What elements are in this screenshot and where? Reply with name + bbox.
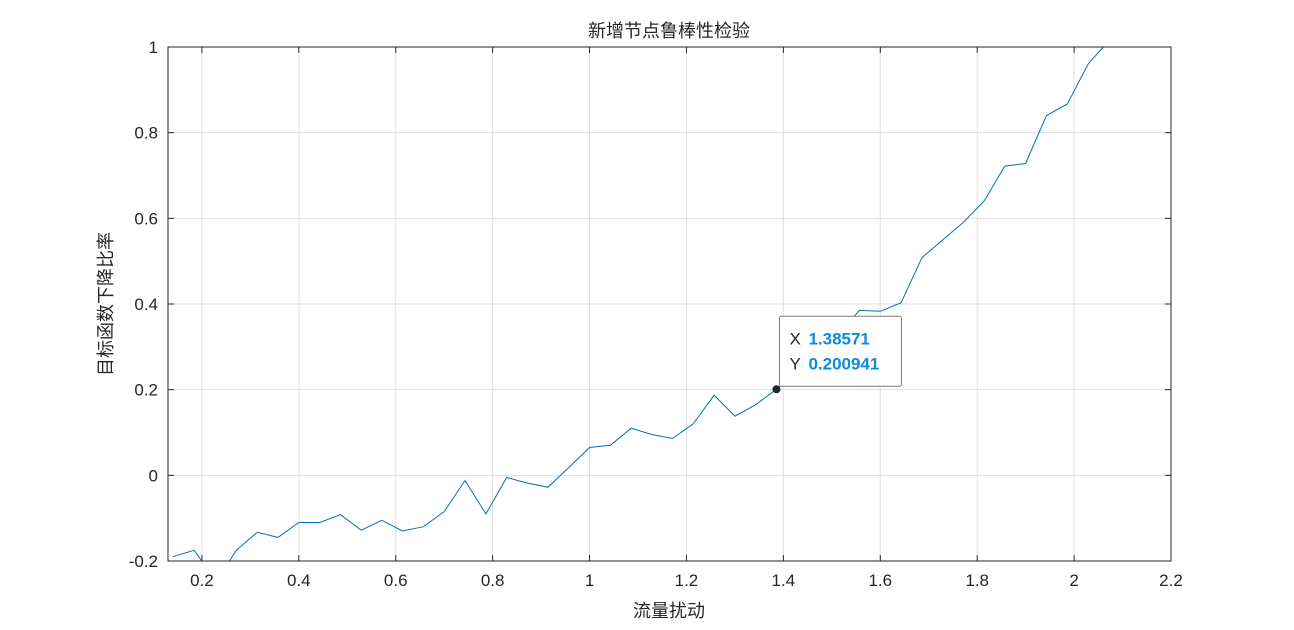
- data-tip-x-key: X: [789, 329, 800, 348]
- y-tick-label: 1: [149, 38, 158, 57]
- x-tick-label: 0.6: [384, 571, 408, 590]
- x-tick-label: 2: [1069, 571, 1078, 590]
- chart-title: 新增节点鲁棒性检验: [588, 21, 750, 42]
- data-tip-y-key: Y: [789, 354, 800, 373]
- plot-area: [172, 47, 1104, 561]
- series-line: [172, 47, 1104, 561]
- data-tip[interactable]: X 1.38571 Y 0.200941: [772, 315, 902, 394]
- data-tip-box: [778, 315, 902, 387]
- y-tick-label: 0.4: [134, 295, 158, 314]
- x-tick-label: 0.4: [287, 571, 311, 590]
- y-axis-label: 目标函数下降比率: [96, 232, 117, 376]
- x-tick-label: 1.2: [675, 571, 699, 590]
- x-tick-label: 1.6: [868, 571, 892, 590]
- data-tip-y-value: 0.200941: [808, 354, 879, 373]
- axes-frame: [167, 46, 1172, 562]
- tick-labels: 0.2 0.4 0.6 0.8 1 1.2 1.4 1.6 1.8 2 2.2 -0.2 0 0.2 0.4…: [129, 38, 1183, 590]
- x-tick-label: 1.8: [965, 571, 989, 590]
- y-tick-label: -0.2: [129, 552, 158, 571]
- data-tip-x-value: 1.38571: [808, 329, 869, 348]
- y-tick-label: 0.6: [134, 209, 158, 228]
- x-tick-label: 0.2: [190, 571, 214, 590]
- data-tip-marker[interactable]: [772, 385, 781, 394]
- x-tick-label: 0.8: [481, 571, 505, 590]
- y-tick-label: 0: [149, 466, 158, 485]
- x-tick-label: 1: [585, 571, 594, 590]
- x-tick-label: 1.4: [772, 571, 796, 590]
- x-tick-label: 2.2: [1159, 571, 1183, 590]
- y-tick-label: 0.2: [134, 381, 158, 400]
- x-axis-label: 流量扰动: [633, 601, 705, 622]
- grid-lines: [168, 47, 1171, 561]
- y-tick-label: 0.8: [134, 124, 158, 143]
